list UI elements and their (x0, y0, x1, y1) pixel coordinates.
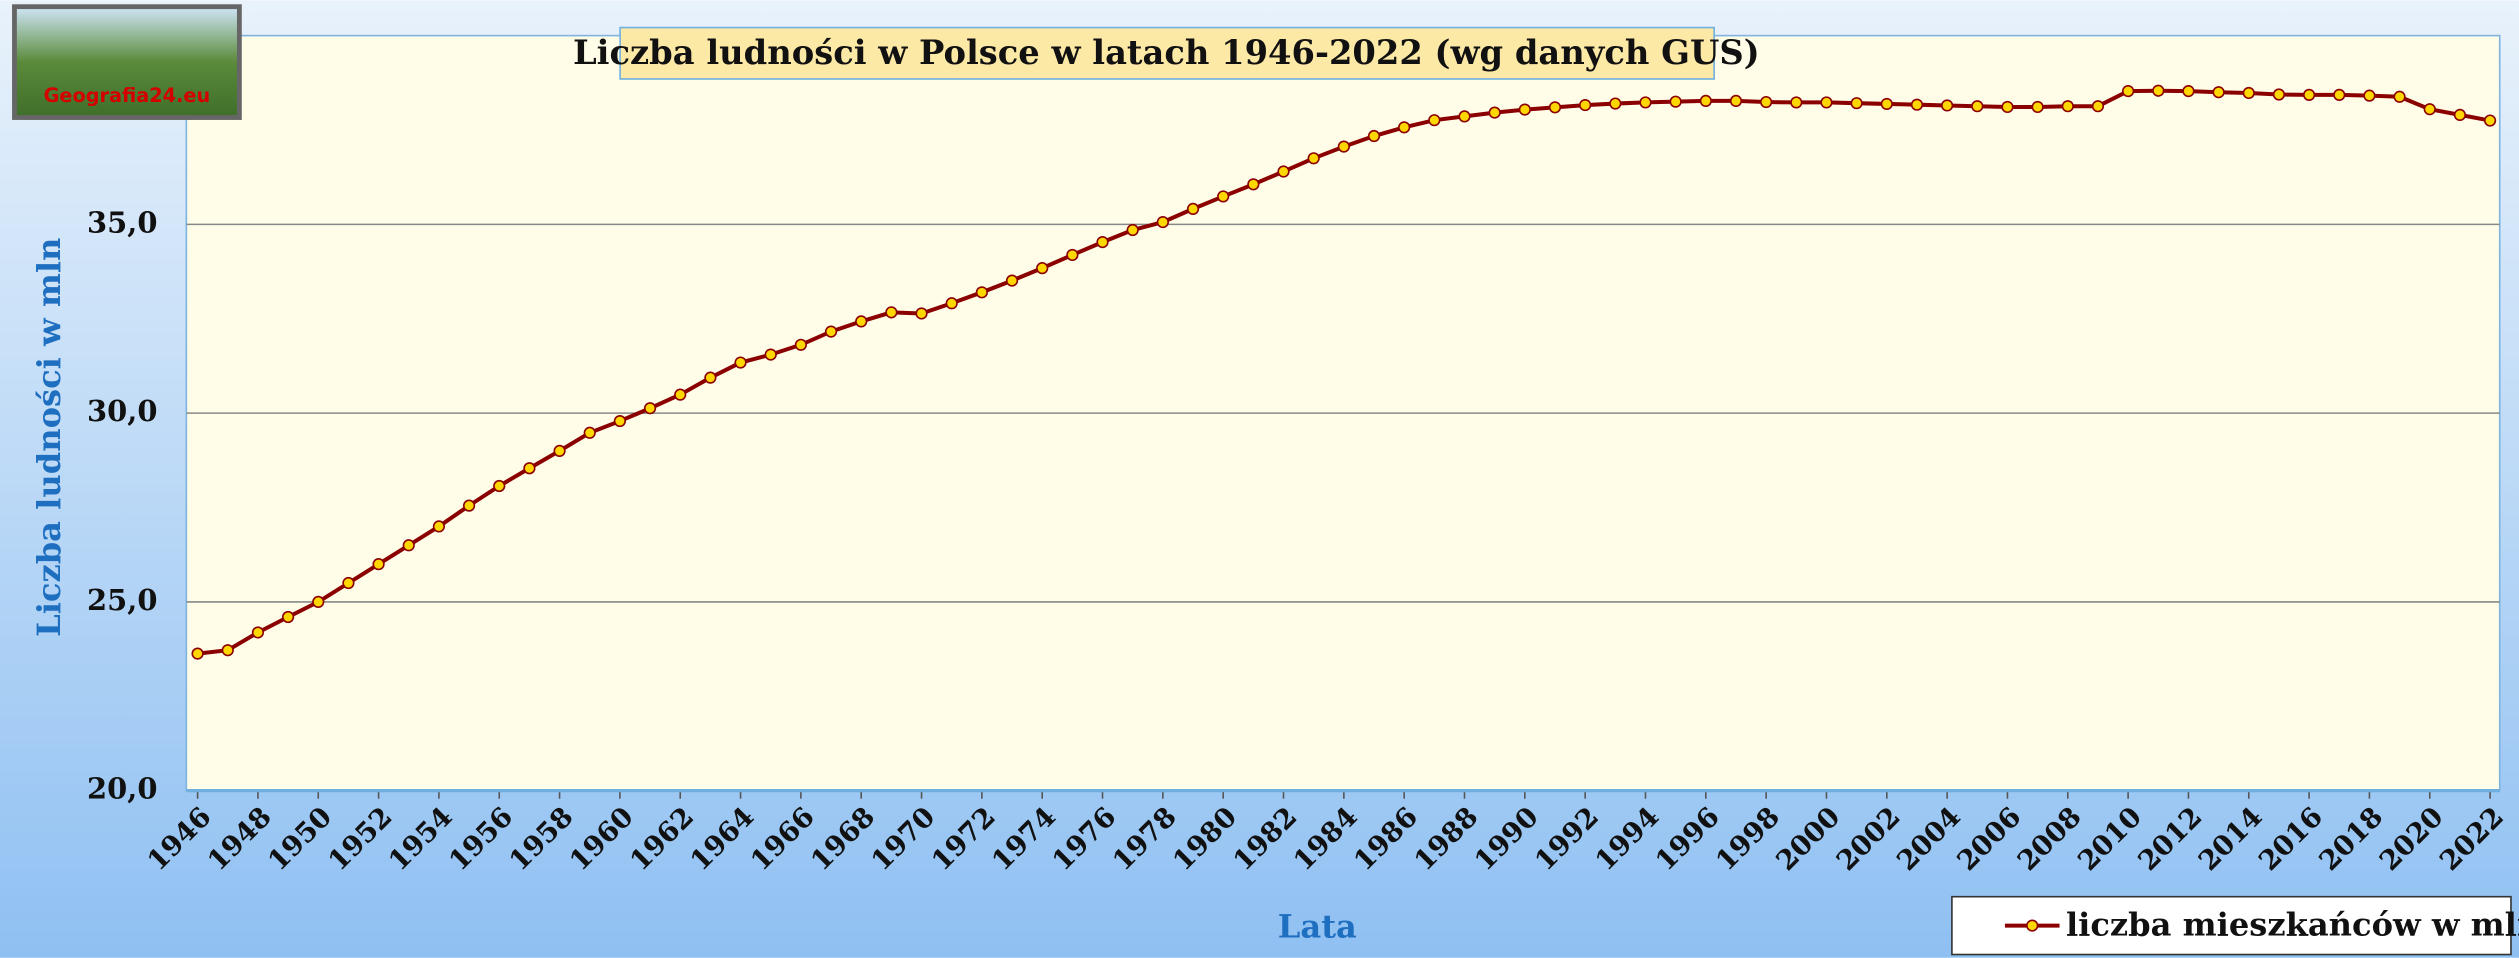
data-point (251, 626, 265, 639)
data-point (1247, 178, 1260, 191)
data-point (2001, 100, 2014, 114)
data-point (824, 325, 838, 338)
data-point (1005, 274, 1019, 287)
data-point (2333, 88, 2346, 101)
data-point (1790, 96, 1803, 109)
data-point (1488, 106, 1501, 119)
data-point (1428, 114, 1441, 127)
data-point (221, 644, 234, 657)
logo (12, 4, 242, 120)
data-point (975, 286, 988, 299)
y-axis-title: Liczba ludności w mln (30, 238, 68, 637)
data-point (2212, 86, 2225, 99)
data-point (1156, 215, 1169, 229)
data-point (855, 315, 868, 328)
data-point (1337, 140, 1350, 153)
data-point (1398, 121, 1411, 134)
data-point (1458, 110, 1471, 123)
data-point (734, 356, 747, 369)
legend-label: liczba mieszkańców w mln (2066, 906, 2519, 944)
data-point (764, 348, 777, 361)
data-point (2393, 90, 2406, 103)
chart-title: Liczba ludności w Polsce w latach 1946-2… (573, 32, 1760, 72)
data-point (2242, 86, 2255, 100)
data-point (643, 402, 657, 415)
data-point (1850, 97, 1863, 110)
data-point (1548, 101, 1562, 114)
data-point (281, 610, 295, 624)
data-point (885, 306, 898, 319)
data-point (674, 388, 687, 401)
data-point (553, 444, 566, 457)
data-point (312, 595, 325, 609)
data-point (1699, 94, 1712, 108)
data-point (2423, 103, 2436, 116)
data-point (2061, 100, 2074, 113)
data-point (1880, 97, 1893, 111)
data-point (493, 479, 506, 493)
data-point (1126, 223, 1139, 237)
y-tick-label: 35,0 (87, 205, 157, 239)
legend-marker (2026, 919, 2039, 932)
data-point (583, 426, 596, 439)
data-point (2453, 108, 2467, 121)
data-point (2272, 88, 2286, 101)
data-point (191, 647, 204, 660)
data-point (2363, 89, 2376, 102)
data-point (1820, 96, 1833, 109)
data-point (1036, 262, 1049, 275)
data-point (2122, 84, 2135, 98)
data-point (462, 499, 476, 512)
data-point (794, 338, 807, 351)
data-point (372, 558, 385, 571)
data-point (1307, 152, 1320, 165)
data-point (1941, 99, 1954, 112)
data-point (1609, 97, 1622, 110)
data-point (1971, 100, 1984, 113)
data-point (1277, 165, 1290, 178)
title-box (619, 26, 1715, 80)
data-point (915, 307, 928, 320)
data-point (1186, 202, 1200, 215)
data-point (2302, 88, 2316, 101)
data-point (945, 297, 958, 310)
data-point (2031, 100, 2044, 114)
data-point (432, 520, 446, 533)
y-tick-label: 30,0 (87, 394, 157, 428)
data-point (613, 414, 627, 428)
data-point (2182, 84, 2195, 98)
data-point (523, 462, 536, 475)
data-point (342, 576, 355, 590)
data-point (1910, 98, 1924, 111)
data-point (704, 371, 717, 384)
logo-text: Geografia24.eu (44, 84, 211, 107)
data-point (2483, 114, 2497, 127)
data-point (1518, 103, 1531, 116)
data-point (1639, 96, 1652, 109)
x-axis-title: Lata (1278, 907, 1357, 945)
data-point (1729, 94, 1743, 108)
data-point (2152, 84, 2165, 97)
data-point (1066, 248, 1079, 262)
data-point (1669, 95, 1682, 108)
data-point (1760, 95, 1773, 109)
y-tick-label: 25,0 (87, 583, 157, 617)
data-point (1217, 190, 1230, 203)
data-point (1367, 129, 1381, 143)
data-point (2091, 100, 2105, 113)
data-point (402, 539, 415, 552)
data-point (1096, 236, 1109, 249)
y-tick-label: 20,0 (87, 772, 157, 806)
data-point (1579, 98, 1592, 112)
